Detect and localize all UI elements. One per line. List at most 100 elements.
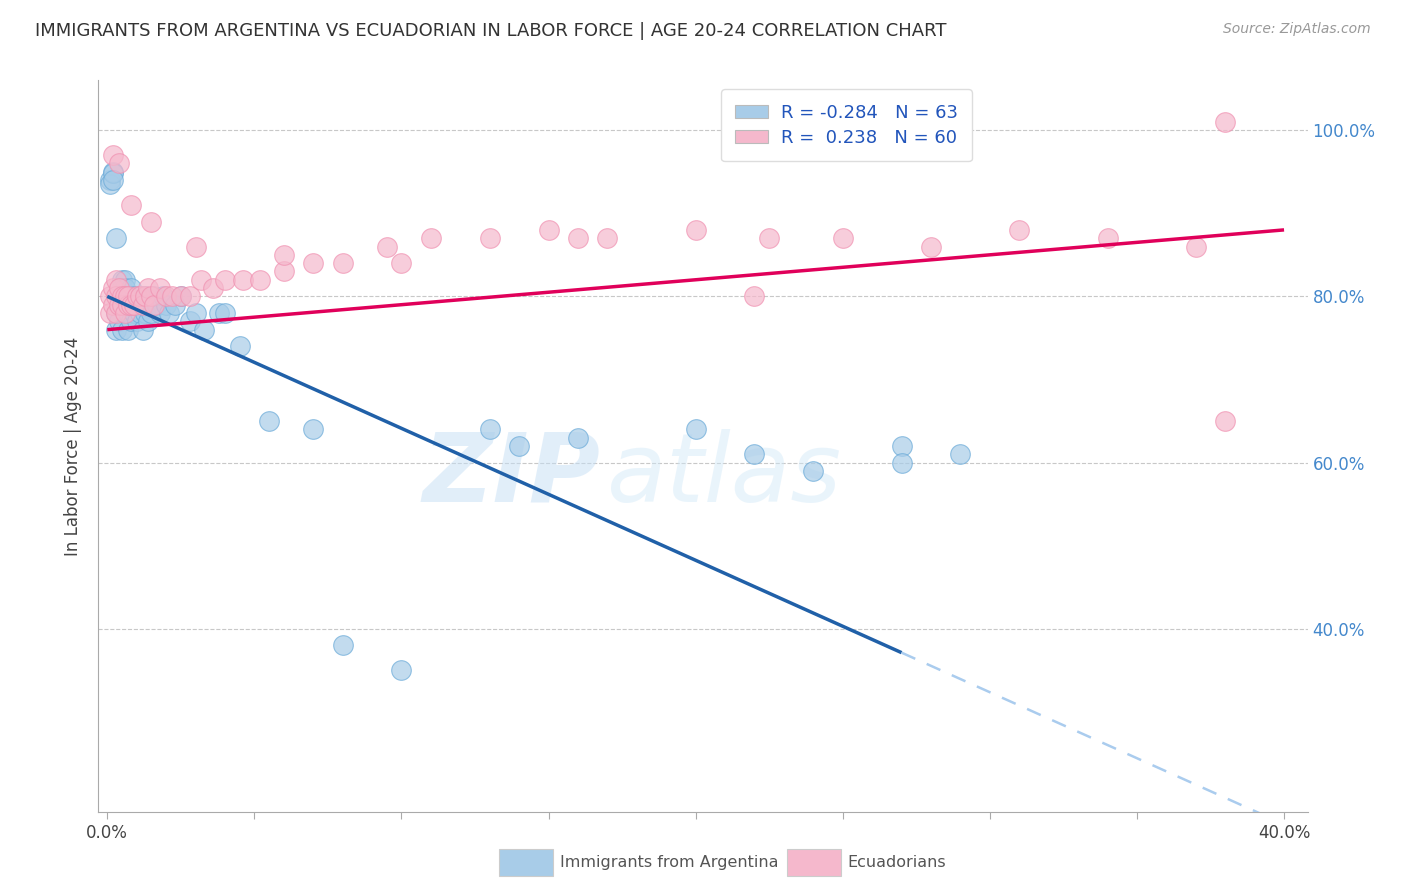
Point: [125, 298, 148, 312]
Point: [257, 414, 280, 428]
Point: [141, 214, 163, 228]
Point: [105, 306, 128, 320]
Point: [685, 422, 707, 436]
Point: [108, 289, 131, 303]
Point: [214, 273, 236, 287]
Point: [537, 223, 560, 237]
Point: [596, 231, 619, 245]
Point: [117, 306, 139, 320]
Point: [128, 306, 150, 320]
Point: [108, 156, 131, 170]
Point: [184, 239, 207, 253]
Point: [391, 256, 413, 270]
Point: [125, 314, 148, 328]
Point: [138, 281, 160, 295]
Point: [193, 323, 215, 337]
Point: [890, 439, 912, 453]
Point: [138, 314, 160, 328]
Point: [131, 298, 153, 312]
Point: [831, 231, 853, 245]
Point: [419, 231, 441, 245]
Point: [122, 289, 145, 303]
Point: [105, 289, 128, 303]
Point: [949, 447, 972, 461]
Point: [117, 289, 139, 303]
Point: [273, 264, 295, 278]
Point: [801, 464, 824, 478]
Point: [114, 273, 136, 287]
Point: [228, 339, 250, 353]
Legend: R = -0.284   N = 63, R =  0.238   N = 60: R = -0.284 N = 63, R = 0.238 N = 60: [721, 89, 972, 161]
Text: Source: ZipAtlas.com: Source: ZipAtlas.com: [1223, 22, 1371, 37]
Point: [114, 306, 136, 320]
Point: [111, 323, 134, 337]
Point: [108, 281, 131, 295]
Text: atlas: atlas: [606, 429, 841, 522]
Point: [214, 306, 236, 320]
Point: [478, 231, 501, 245]
Text: Ecuadorians: Ecuadorians: [848, 855, 946, 870]
Point: [134, 289, 156, 303]
Point: [101, 165, 124, 179]
Point: [143, 298, 166, 312]
Point: [120, 298, 142, 312]
Point: [567, 431, 589, 445]
Text: Immigrants from Argentina: Immigrants from Argentina: [560, 855, 778, 870]
Point: [160, 289, 183, 303]
Point: [134, 306, 156, 320]
Point: [920, 239, 942, 253]
Point: [163, 298, 186, 312]
Point: [120, 298, 142, 312]
Point: [1008, 223, 1031, 237]
Point: [125, 289, 148, 303]
Point: [120, 314, 142, 328]
Point: [152, 289, 174, 303]
Point: [108, 314, 131, 328]
Point: [302, 256, 325, 270]
Point: [157, 306, 180, 320]
Point: [120, 281, 142, 295]
Point: [114, 298, 136, 312]
Point: [155, 289, 177, 303]
Point: [114, 281, 136, 295]
Point: [567, 231, 589, 245]
Point: [101, 173, 124, 187]
Point: [131, 323, 153, 337]
Text: IMMIGRANTS FROM ARGENTINA VS ECUADORIAN IN LABOR FORCE | AGE 20-24 CORRELATION C: IMMIGRANTS FROM ARGENTINA VS ECUADORIAN …: [35, 22, 946, 40]
Point: [114, 289, 136, 303]
Point: [1213, 115, 1236, 129]
Y-axis label: In Labor Force | Age 20-24: In Labor Force | Age 20-24: [65, 336, 83, 556]
Point: [111, 289, 134, 303]
Point: [332, 639, 354, 653]
Point: [105, 323, 128, 337]
Point: [744, 289, 766, 303]
Point: [111, 281, 134, 295]
Point: [101, 281, 124, 295]
Point: [111, 273, 134, 287]
Point: [208, 306, 231, 320]
Point: [131, 298, 153, 312]
Point: [179, 314, 201, 328]
Text: ZIP: ZIP: [422, 429, 600, 522]
Point: [141, 306, 163, 320]
Point: [273, 248, 295, 262]
Point: [117, 298, 139, 312]
Point: [332, 256, 354, 270]
Point: [149, 306, 172, 320]
Point: [1097, 231, 1119, 245]
Point: [170, 289, 193, 303]
Point: [122, 306, 145, 320]
Point: [117, 323, 139, 337]
Point: [170, 289, 193, 303]
Point: [98, 289, 121, 303]
Point: [134, 289, 156, 303]
Point: [1213, 414, 1236, 428]
Point: [146, 298, 169, 312]
Point: [111, 298, 134, 312]
Point: [143, 289, 166, 303]
Point: [190, 273, 212, 287]
Point: [478, 422, 501, 436]
Point: [105, 306, 128, 320]
Point: [391, 664, 413, 678]
Point: [302, 422, 325, 436]
